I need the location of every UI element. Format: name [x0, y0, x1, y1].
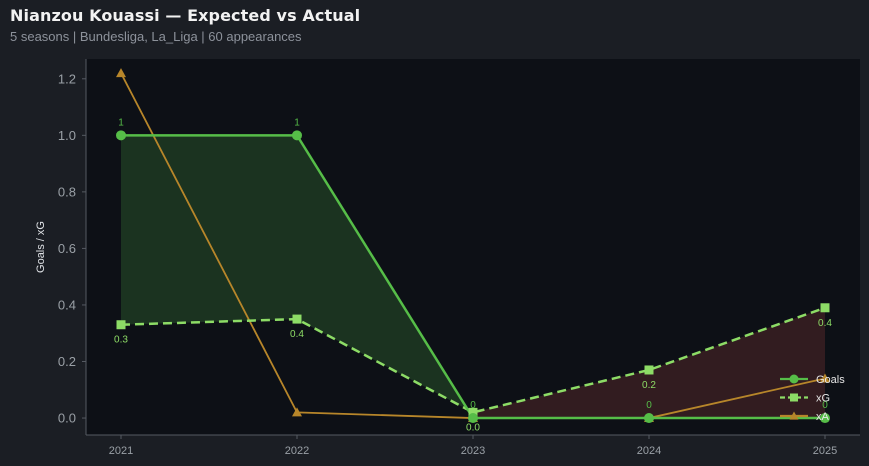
x-tick-label: 2025	[813, 445, 837, 457]
goals-data-label: 0	[470, 400, 476, 411]
goals-data-label: 0	[822, 400, 828, 411]
overperformance-area	[121, 135, 297, 325]
underperformance-area	[473, 369, 649, 419]
xa-point	[292, 407, 302, 417]
xg-line	[120, 306, 826, 414]
xg-point	[292, 314, 302, 324]
legend-label-xg: xG	[816, 393, 830, 405]
xg-point	[820, 303, 830, 313]
xg-data-label: 0.4	[818, 318, 832, 329]
xg-point	[116, 320, 126, 330]
legend-label-xa: xA	[816, 411, 830, 423]
goals-point	[116, 130, 126, 141]
legend-label-goals: Goals	[816, 374, 845, 386]
goals-point	[644, 413, 654, 424]
goals-data-label: 0	[646, 400, 652, 411]
xg-point	[468, 407, 478, 417]
goals-point	[468, 413, 478, 424]
underperformance-area	[649, 307, 825, 419]
y-tick-label: 1.2	[58, 71, 76, 86]
y-tick-label: 0.4	[58, 297, 76, 312]
goals-point	[292, 130, 302, 141]
xg-data-label: 0.0	[466, 422, 480, 433]
x-tick-label: 2021	[109, 445, 133, 457]
xg-data-label: 0.4	[290, 329, 304, 340]
goals-data-label: 1	[118, 117, 124, 128]
goals-point	[820, 413, 830, 424]
legend-marker-xa	[789, 411, 799, 420]
x-tick-label: 2022	[285, 445, 309, 457]
y-tick-label: 0.0	[58, 411, 76, 426]
y-tick-label: 0.8	[58, 184, 76, 199]
legend-marker-goals	[789, 374, 799, 384]
y-axis-label: Goals / xG	[35, 221, 47, 273]
y-tick-label: 0.2	[58, 354, 76, 369]
xa-point	[820, 373, 830, 383]
xg-data-label: 0.3	[114, 335, 128, 346]
y-tick-label: 0.6	[58, 241, 76, 256]
xg-point	[644, 365, 654, 375]
legend-marker-xg	[790, 393, 798, 402]
xa-point	[116, 68, 126, 78]
goals-data-label: 1	[294, 117, 300, 128]
xg-data-label: 0.2	[642, 380, 656, 391]
chart-title: Nianzou Kouassi — Expected vs Actual	[10, 6, 361, 25]
y-tick-label: 1.0	[58, 128, 76, 143]
x-tick-label: 2024	[637, 445, 661, 457]
chart-header: Nianzou Kouassi — Expected vs Actual 5 s…	[10, 6, 360, 44]
x-tick-label: 2023	[461, 445, 485, 457]
chart-subtitle: 5 seasons | Bundesliga, La_Liga | 60 app…	[10, 29, 302, 44]
